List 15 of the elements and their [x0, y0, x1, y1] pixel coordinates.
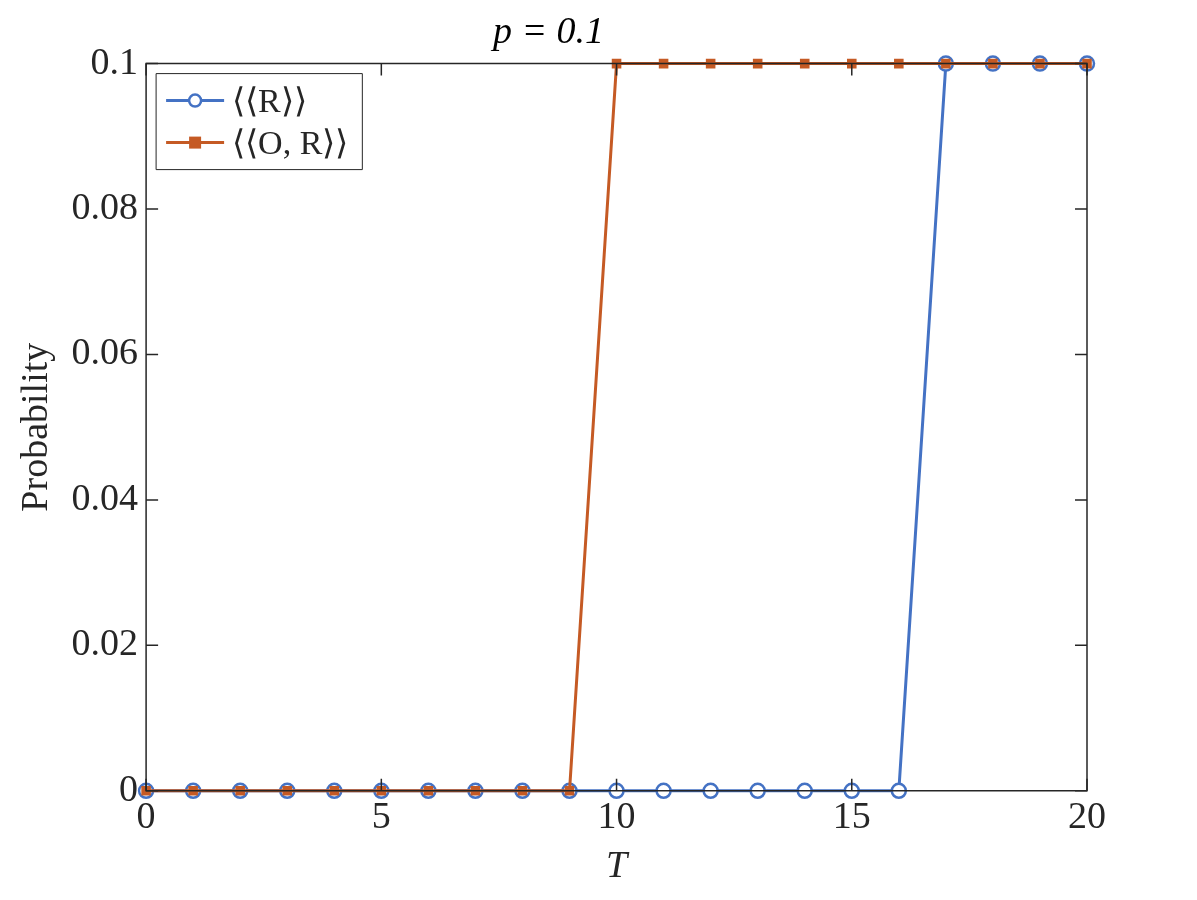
x-tick-label: 15 — [832, 793, 871, 836]
y-tick-label: 0.1 — [90, 39, 139, 82]
legend-label: ⟨⟨O, R⟩⟩ — [232, 123, 349, 161]
y-tick-label: 0 — [119, 766, 139, 809]
y-tick-label: 0.08 — [71, 185, 139, 228]
x-tick-label: 10 — [597, 793, 636, 836]
chart-title: p = 0.1 — [489, 8, 605, 51]
x-tick-label: 20 — [1068, 793, 1106, 836]
legend-label: ⟨⟨R⟩⟩ — [232, 81, 307, 119]
y-tick-label: 0.02 — [71, 621, 139, 664]
x-tick-label: 5 — [371, 793, 391, 836]
x-axis-title: T — [605, 843, 630, 886]
y-tick-label: 0.06 — [71, 330, 139, 373]
y-tick-label: 0.04 — [71, 475, 139, 518]
y-axis-title: Probability — [12, 342, 55, 512]
